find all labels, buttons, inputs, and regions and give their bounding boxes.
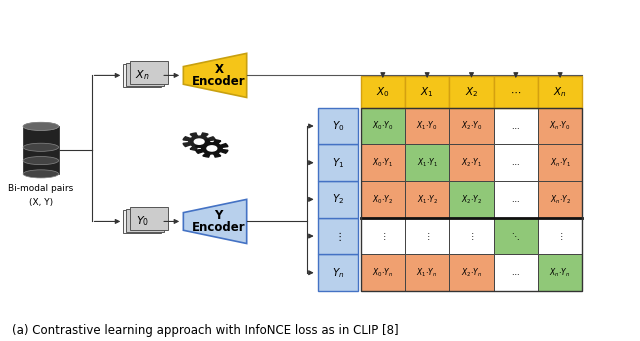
Text: $X_2$: $X_2$	[465, 85, 478, 99]
FancyBboxPatch shape	[405, 254, 449, 291]
FancyBboxPatch shape	[538, 181, 582, 218]
Polygon shape	[183, 199, 246, 243]
FancyBboxPatch shape	[361, 254, 405, 291]
Text: $\vdots$: $\vdots$	[468, 231, 475, 241]
FancyBboxPatch shape	[405, 218, 449, 254]
Text: $X_0{\cdot}Y_1$: $X_0{\cdot}Y_1$	[372, 157, 394, 169]
FancyBboxPatch shape	[123, 210, 161, 233]
FancyBboxPatch shape	[538, 108, 582, 144]
FancyBboxPatch shape	[126, 209, 164, 232]
FancyBboxPatch shape	[361, 144, 405, 181]
FancyBboxPatch shape	[493, 218, 538, 254]
Polygon shape	[196, 140, 228, 157]
Text: $X_n$: $X_n$	[554, 85, 567, 99]
Text: $X_1{\cdot}Y_1$: $X_1{\cdot}Y_1$	[417, 157, 438, 169]
Ellipse shape	[23, 143, 59, 151]
Text: $X_n$: $X_n$	[135, 69, 149, 82]
FancyBboxPatch shape	[493, 181, 538, 218]
FancyBboxPatch shape	[405, 144, 449, 181]
FancyBboxPatch shape	[493, 76, 538, 108]
FancyBboxPatch shape	[361, 218, 405, 254]
FancyBboxPatch shape	[449, 144, 493, 181]
Text: $X_1{\cdot}Y_2$: $X_1{\cdot}Y_2$	[417, 193, 438, 206]
Text: $Y_1$: $Y_1$	[332, 156, 344, 169]
Text: $X_n{\cdot}Y_1$: $X_n{\cdot}Y_1$	[550, 157, 571, 169]
FancyBboxPatch shape	[319, 181, 358, 218]
Text: $X_2{\cdot}Y_2$: $X_2{\cdot}Y_2$	[461, 193, 482, 206]
Text: $\cdots$: $\cdots$	[511, 268, 520, 277]
FancyBboxPatch shape	[361, 181, 405, 218]
FancyBboxPatch shape	[538, 218, 582, 254]
FancyBboxPatch shape	[319, 254, 358, 291]
Text: $X_0$: $X_0$	[376, 85, 390, 99]
Text: $X_1{\cdot}Y_0$: $X_1{\cdot}Y_0$	[417, 120, 438, 132]
Text: $\ddots$: $\ddots$	[511, 231, 520, 241]
Text: $\vdots$: $\vdots$	[380, 231, 386, 241]
Text: Y: Y	[214, 209, 223, 222]
Text: X: X	[214, 63, 223, 76]
FancyBboxPatch shape	[129, 61, 168, 84]
Text: $X_n{\cdot}Y_n$: $X_n{\cdot}Y_n$	[550, 266, 571, 279]
Text: $\cdots$: $\cdots$	[511, 121, 520, 131]
FancyBboxPatch shape	[538, 144, 582, 181]
Text: $Y_n$: $Y_n$	[332, 266, 344, 280]
Text: $\vdots$: $\vdots$	[557, 231, 563, 241]
Text: $\vdots$: $\vdots$	[334, 229, 342, 242]
Ellipse shape	[23, 157, 59, 165]
Text: $Y_2$: $Y_2$	[332, 192, 344, 206]
Text: $\cdots$: $\cdots$	[511, 158, 520, 167]
Text: $\cdots$: $\cdots$	[510, 87, 522, 97]
FancyBboxPatch shape	[319, 108, 358, 144]
FancyBboxPatch shape	[319, 218, 358, 254]
FancyBboxPatch shape	[361, 76, 405, 108]
FancyBboxPatch shape	[449, 181, 493, 218]
Text: $X_0{\cdot}Y_2$: $X_0{\cdot}Y_2$	[372, 193, 394, 206]
Polygon shape	[183, 133, 215, 150]
FancyBboxPatch shape	[449, 218, 493, 254]
Text: $X_0{\cdot}Y_n$: $X_0{\cdot}Y_n$	[372, 266, 394, 279]
Polygon shape	[183, 53, 246, 98]
FancyBboxPatch shape	[538, 254, 582, 291]
FancyBboxPatch shape	[449, 108, 493, 144]
Text: $Y_0$: $Y_0$	[136, 214, 148, 228]
FancyBboxPatch shape	[23, 127, 59, 174]
Text: $X_1$: $X_1$	[420, 85, 434, 99]
FancyBboxPatch shape	[449, 76, 493, 108]
Text: Encoder: Encoder	[192, 75, 246, 88]
Text: (X, Y): (X, Y)	[29, 198, 53, 207]
Text: Encoder: Encoder	[192, 221, 246, 234]
Text: $\vdots$: $\vdots$	[424, 231, 430, 241]
Text: Bi-modal pairs: Bi-modal pairs	[8, 184, 74, 193]
FancyBboxPatch shape	[493, 144, 538, 181]
FancyBboxPatch shape	[405, 181, 449, 218]
Ellipse shape	[23, 122, 59, 130]
Text: $X_n{\cdot}Y_2$: $X_n{\cdot}Y_2$	[550, 193, 571, 206]
FancyBboxPatch shape	[405, 76, 449, 108]
Text: $X_2{\cdot}Y_n$: $X_2{\cdot}Y_n$	[461, 266, 482, 279]
Text: $\cdots$: $\cdots$	[511, 195, 520, 204]
Circle shape	[207, 146, 217, 151]
Text: $X_2{\cdot}Y_1$: $X_2{\cdot}Y_1$	[461, 157, 482, 169]
Text: $Y_0$: $Y_0$	[332, 119, 344, 133]
Text: $X_n{\cdot}Y_0$: $X_n{\cdot}Y_0$	[550, 120, 571, 132]
Text: $X_2{\cdot}Y_0$: $X_2{\cdot}Y_0$	[461, 120, 482, 132]
FancyBboxPatch shape	[361, 108, 405, 144]
Circle shape	[195, 139, 204, 144]
Text: $X_1{\cdot}Y_n$: $X_1{\cdot}Y_n$	[417, 266, 438, 279]
Ellipse shape	[23, 170, 59, 178]
Text: (a) Contrastive learning approach with InfoNCE loss as in CLIP [8]: (a) Contrastive learning approach with I…	[12, 324, 399, 337]
FancyBboxPatch shape	[405, 108, 449, 144]
FancyBboxPatch shape	[123, 64, 161, 87]
Text: $X_0{\cdot}Y_0$: $X_0{\cdot}Y_0$	[372, 120, 394, 132]
FancyBboxPatch shape	[129, 207, 168, 230]
FancyBboxPatch shape	[126, 62, 164, 86]
FancyBboxPatch shape	[493, 254, 538, 291]
Ellipse shape	[23, 122, 59, 130]
FancyBboxPatch shape	[449, 254, 493, 291]
FancyBboxPatch shape	[493, 108, 538, 144]
FancyBboxPatch shape	[319, 144, 358, 181]
FancyBboxPatch shape	[538, 76, 582, 108]
